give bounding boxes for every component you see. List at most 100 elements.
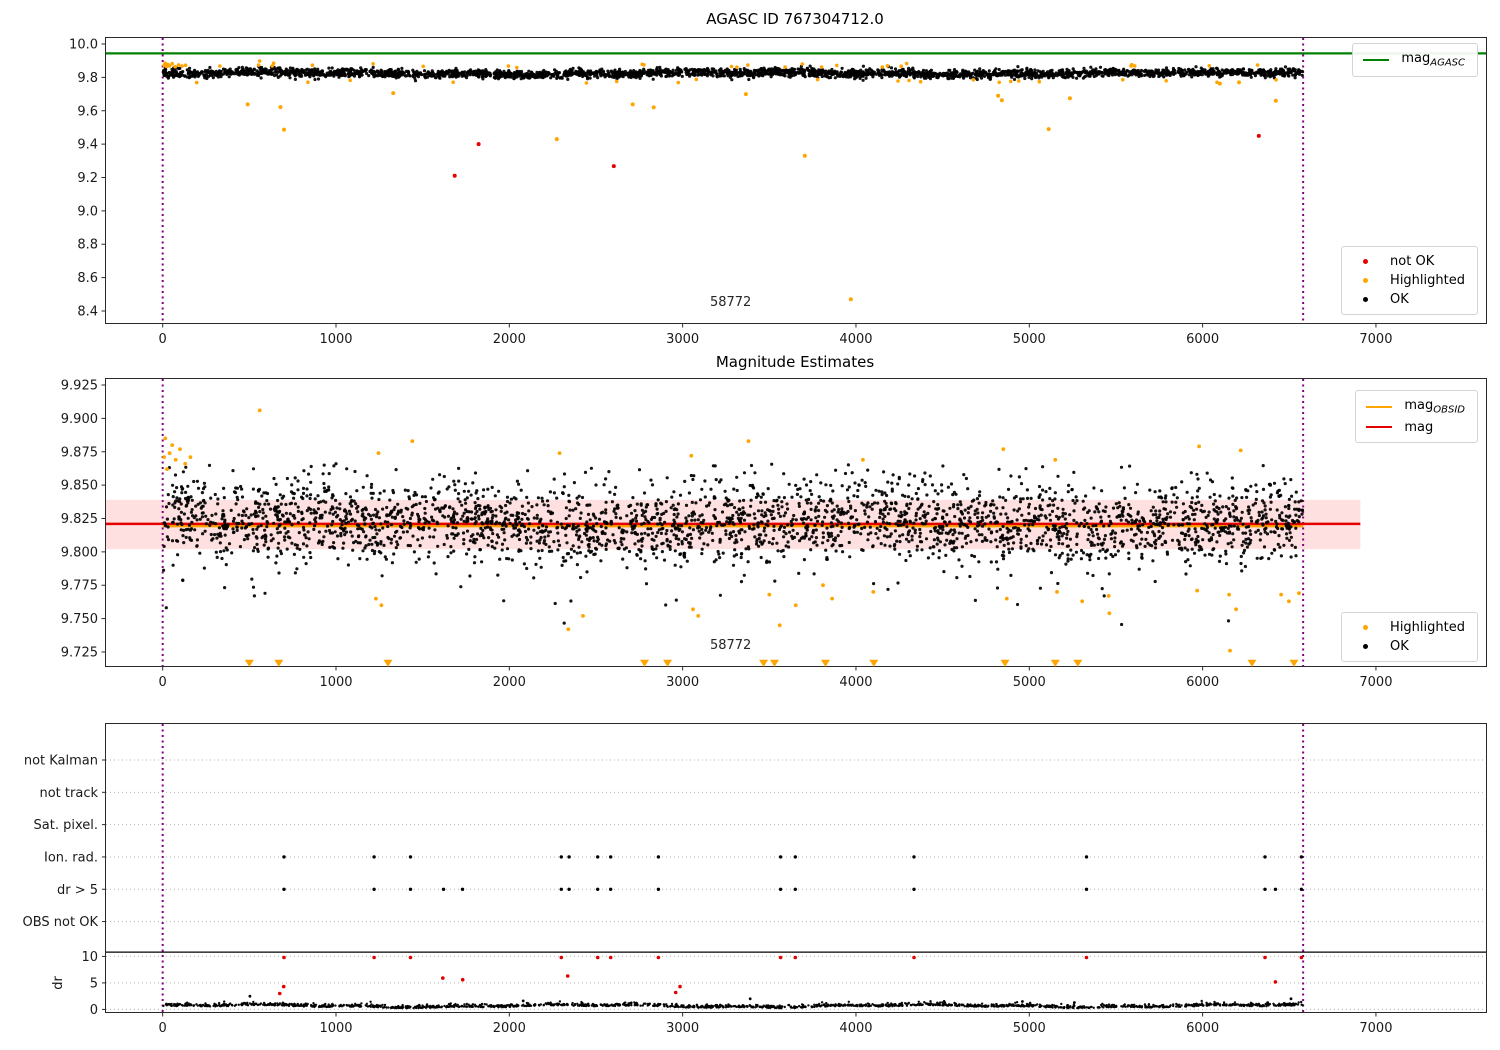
ion-rad-flags bbox=[282, 855, 1304, 859]
y-tick-label: 9.8 bbox=[77, 71, 98, 86]
x-tick-label: 1000 bbox=[319, 332, 352, 347]
plot1-canvas: 8.4 8.6 8.8 9.0 9.2 9.4 9.6 9.8 10.0 0 1000 2000 300… bbox=[69, 38, 1486, 347]
x-tick-label: 0 bbox=[159, 675, 167, 690]
x-tick-label: 2000 bbox=[493, 332, 526, 347]
legend-label: Highlighted bbox=[1390, 273, 1465, 288]
dr-axis-label: dr bbox=[51, 975, 66, 989]
legend-line-swatch bbox=[1363, 58, 1390, 61]
x-tick-label: 4000 bbox=[839, 675, 872, 690]
plot2-legend-lines: magOBSID mag bbox=[1355, 390, 1478, 443]
dr-tick-label: 5 bbox=[90, 976, 98, 991]
legend-dot-swatch bbox=[1352, 625, 1378, 630]
flag-category-label: not track bbox=[39, 786, 98, 801]
plot3-canvas: not Kalman not track Sat. pixel. Ion. rad. d… bbox=[23, 724, 1486, 1036]
legend-label: magAGASC bbox=[1401, 51, 1465, 69]
x-tick-label: 4000 bbox=[839, 332, 872, 347]
legend-label: magOBSID bbox=[1404, 398, 1465, 416]
y-tick-label: 8.6 bbox=[77, 271, 98, 286]
legend-item: OK bbox=[1350, 290, 1467, 309]
legend-dot-swatch bbox=[1352, 644, 1378, 649]
highlighted-start-cluster bbox=[162, 59, 276, 69]
dr-tick-label: 10 bbox=[81, 950, 98, 965]
y-tick-label: 9.6 bbox=[77, 104, 98, 119]
dr-ok-outliers bbox=[248, 994, 1293, 1004]
x-tick-label: 2000 bbox=[493, 1021, 526, 1036]
x-tick-label: 4000 bbox=[839, 1021, 872, 1036]
legend-dot-swatch bbox=[1352, 278, 1378, 283]
y-tick-label: 9.4 bbox=[77, 138, 98, 153]
x-tick-label: 0 bbox=[159, 1021, 167, 1036]
y-tick-label: 9.0 bbox=[77, 204, 98, 219]
obsid-label: 58772 bbox=[710, 295, 751, 310]
x-tick-label: 5000 bbox=[1013, 332, 1046, 347]
x-ticks: 0 1000 2000 3000 4000 5000 6000 7000 bbox=[159, 323, 1392, 347]
obsid-interval-lines bbox=[161, 724, 1305, 1012]
dr-points bbox=[162, 999, 1304, 1010]
plot2-title: Magnitude Estimates bbox=[715, 353, 875, 371]
legend-item: Highlighted bbox=[1350, 618, 1467, 637]
plot2-legend-points: Highlighted OK bbox=[1341, 612, 1478, 662]
annotation-text: 58772 bbox=[710, 295, 751, 310]
y-tick-label: 9.750 bbox=[61, 612, 98, 627]
plot1-legend-points: not OK Highlighted OK bbox=[1341, 246, 1478, 315]
flag-category-label: OBS not OK bbox=[23, 915, 99, 930]
not-ok-points bbox=[452, 133, 1261, 178]
plot3-axes: not Kalman not track Sat. pixel. Ion. rad. d… bbox=[23, 723, 1487, 1036]
obsid-interval-lines bbox=[161, 379, 1305, 666]
y-tick-label: 10.0 bbox=[69, 38, 98, 53]
y-tick-label: 9.925 bbox=[61, 379, 98, 394]
x-tick-label: 0 bbox=[159, 332, 167, 347]
obsid-interval-lines bbox=[161, 38, 1305, 323]
ok-points bbox=[162, 462, 1305, 627]
clipped-highlighted-markers bbox=[244, 659, 1299, 667]
x-tick-label: 6000 bbox=[1186, 332, 1219, 347]
obsid-label: 58772 bbox=[710, 638, 751, 653]
legend-label: OK bbox=[1390, 639, 1409, 654]
y-tick-label: 9.900 bbox=[61, 412, 98, 427]
x-tick-label: 5000 bbox=[1013, 1021, 1046, 1036]
y-ticks: 8.4 8.6 8.8 9.0 9.2 9.4 9.6 9.8 10.0 bbox=[69, 38, 106, 319]
legend-item: magOBSID bbox=[1364, 396, 1467, 418]
flag-category-label: Ion. rad. bbox=[44, 850, 98, 865]
y-tick-label: 9.775 bbox=[61, 579, 98, 594]
legend-item: not OK bbox=[1350, 252, 1467, 271]
highlighted-top-points bbox=[162, 408, 1243, 471]
plot1-title: AGASC ID 767304712.0 bbox=[706, 10, 884, 28]
y-ticks: 9.725 9.750 9.775 9.800 9.825 9.850 9.875 9.900… bbox=[61, 379, 106, 660]
y-tick-label: 8.4 bbox=[77, 304, 98, 319]
x-tick-label: 1000 bbox=[319, 1021, 352, 1036]
highlighted-outliers bbox=[245, 80, 1278, 302]
x-tick-label: 3000 bbox=[666, 1021, 699, 1036]
x-tick-label: 1000 bbox=[319, 675, 352, 690]
ok-points bbox=[162, 64, 1304, 83]
x-tick-label: 2000 bbox=[493, 675, 526, 690]
y-tick-label: 9.725 bbox=[61, 645, 98, 660]
x-tick-label: 5000 bbox=[1013, 675, 1046, 690]
dr-not-ok-points bbox=[277, 955, 1304, 996]
legend-line-swatch bbox=[1366, 405, 1393, 408]
y-tick-label: 9.850 bbox=[61, 479, 98, 494]
x-tick-label: 3000 bbox=[666, 332, 699, 347]
flag-category-label: dr > 5 bbox=[57, 883, 98, 898]
legend-item: OK bbox=[1350, 637, 1467, 656]
x-tick-label: 7000 bbox=[1359, 332, 1392, 347]
legend-dot-swatch bbox=[1352, 259, 1378, 264]
dr-tick-label: 0 bbox=[90, 1003, 98, 1018]
plot2-axes: 9.725 9.750 9.775 9.800 9.825 9.850 9.875 9.900… bbox=[61, 378, 1487, 690]
x-ticks: 0 1000 2000 3000 4000 5000 6000 7000 bbox=[159, 666, 1392, 690]
y-tick-label: 9.2 bbox=[77, 171, 98, 186]
legend-label: not OK bbox=[1390, 254, 1435, 269]
flag-category-label: not Kalman bbox=[24, 754, 98, 769]
annotation-text: 58772 bbox=[710, 638, 751, 653]
x-ticks: 0 1000 2000 3000 4000 5000 6000 7000 bbox=[159, 1012, 1392, 1036]
legend-line-swatch bbox=[1366, 426, 1393, 429]
x-tick-label: 3000 bbox=[666, 675, 699, 690]
y-tick-label: 9.800 bbox=[61, 545, 98, 560]
legend-label: OK bbox=[1390, 292, 1409, 307]
flag-grid: not Kalman not track Sat. pixel. Ion. rad. d… bbox=[23, 754, 1486, 1018]
y-tick-label: 9.825 bbox=[61, 512, 98, 527]
x-tick-label: 6000 bbox=[1186, 1021, 1219, 1036]
flag-category-label: Sat. pixel. bbox=[34, 818, 98, 833]
plot1-axes: 8.4 8.6 8.8 9.0 9.2 9.4 9.6 9.8 10.0 0 1000 2000 300… bbox=[69, 37, 1487, 347]
